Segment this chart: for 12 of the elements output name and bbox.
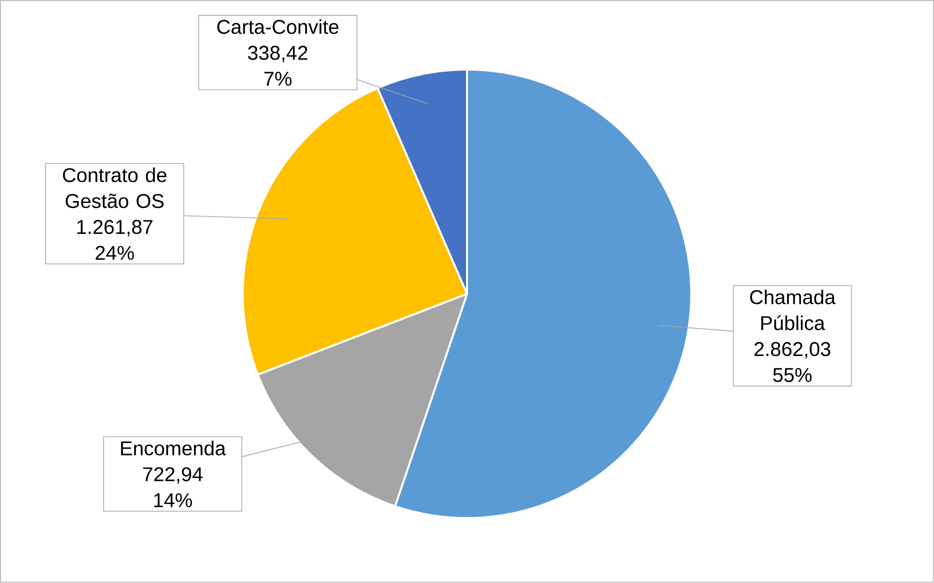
data-label: 1.261,87 [77, 220, 152, 237]
slice-label: Contrato de Gestão OS [62, 168, 166, 208]
text: 7% [264, 72, 292, 86]
data-label: 722,94 [143, 467, 203, 484]
text: 55% [773, 368, 812, 382]
slice-label: Chamada Pública [750, 290, 836, 330]
slice-label: Carta-Convite [217, 20, 338, 34]
slice-label: Encomenda [121, 440, 226, 456]
text: 14% [154, 493, 192, 508]
data-label: 338,42 [248, 46, 308, 62]
data-label: 2.862,03 [754, 342, 830, 359]
text: 24% [96, 246, 134, 260]
